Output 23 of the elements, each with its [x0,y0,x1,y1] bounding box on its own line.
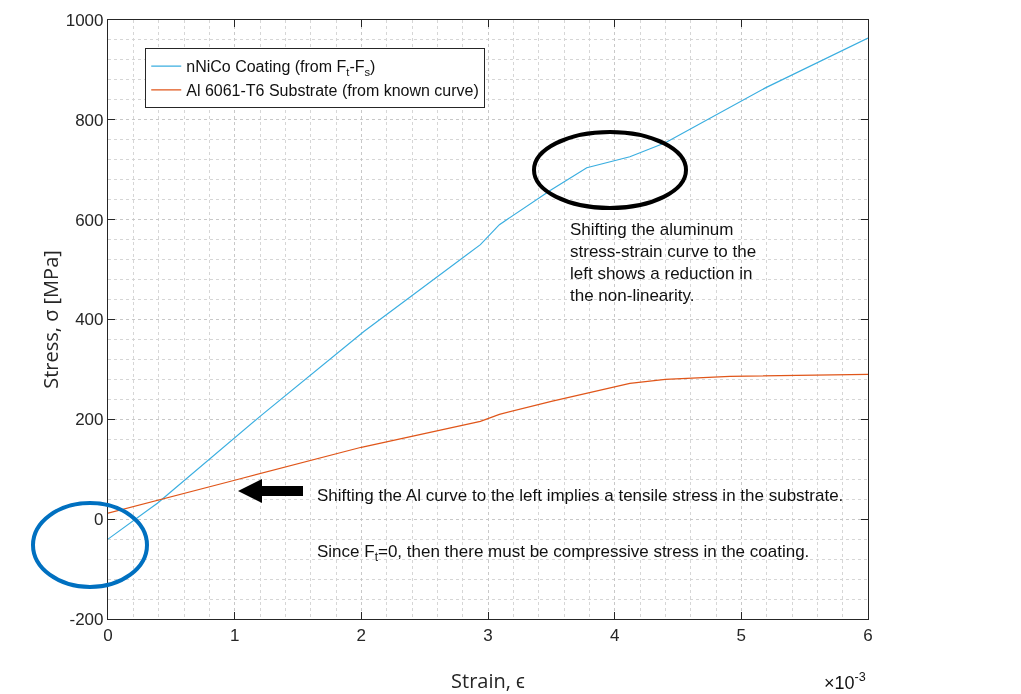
text: ×10$^{-3}$ [824,670,866,693]
line-series [108,37,868,540]
line-series [108,373,868,514]
x-tick-label: 6 [863,625,873,645]
y-tick-label: 1000 [65,10,104,30]
x-tick-label: 3 [483,625,493,645]
legend-label: Al 6061-T6 Substrate (from known curve) [186,82,479,100]
y-tick-label: 200 [75,410,104,430]
legend-label: nNiCo Coating (from F$_{t}$-F$_{s}$) [186,58,376,78]
annotation: Shifting the Al curve to the left implies a tensile stress in the substrate. [317,486,844,505]
y-tick-label: 600 [75,210,104,230]
y-tick-label: 400 [75,310,104,330]
y-tick-label: 0 [94,510,104,530]
x-tick-label: 4 [609,625,620,645]
annotation: Shifting the aluminum stress-strain curve to the left shows a reduction in the non-linearity. [570,220,757,306]
y-tick-label: -200 [69,609,104,629]
y-tick-label: 800 [75,110,104,130]
x-tick-label: 1 [229,625,240,645]
x-tick-label: 5 [736,625,747,645]
y-axis-title: Stress, σ [MPa] [36,250,64,389]
x-tick-label: 2 [356,625,367,645]
x-axis-title: Strain, ϵ [451,667,526,694]
annotation: Since F$_{t}$=0, then there must be compressive stress in the coating. [317,542,810,564]
